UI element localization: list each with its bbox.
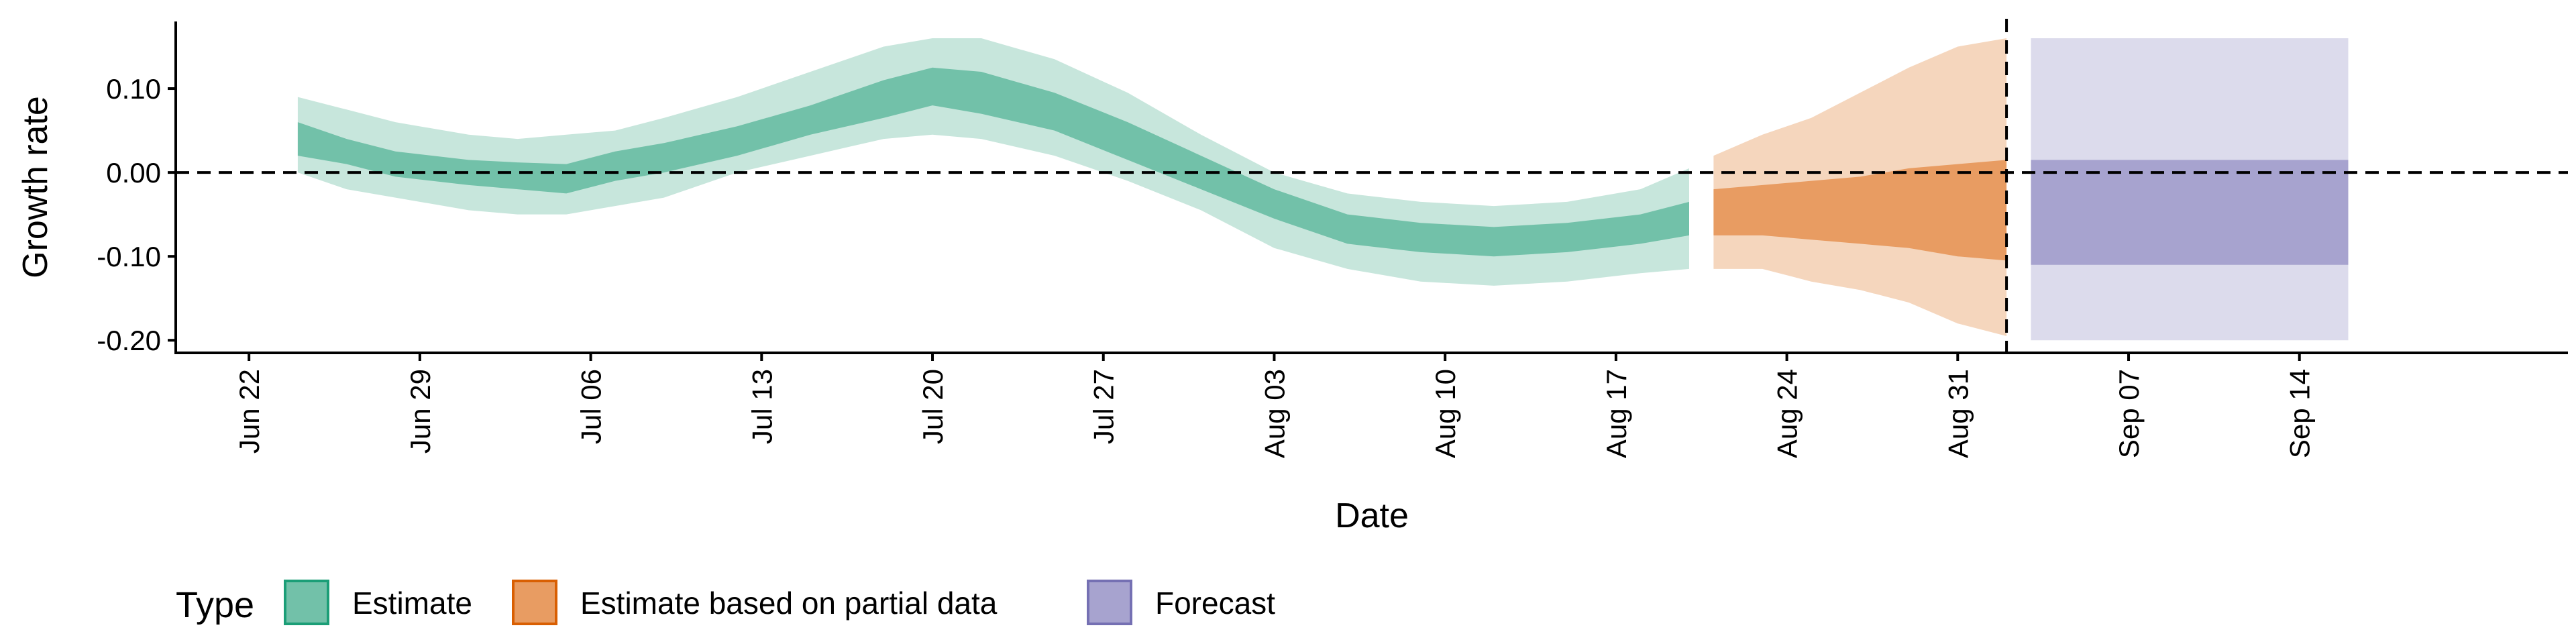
x-tick-label: Aug 03 (1258, 369, 1290, 458)
bands-layer (297, 38, 2349, 341)
y-tick-label: -0.20 (97, 325, 161, 356)
x-tick-label: Aug 17 (1601, 369, 1632, 458)
y-axis-title: Growth rate (16, 96, 55, 278)
x-tick-label: Jul 20 (917, 369, 949, 444)
estimate-50-interval-band (297, 67, 1690, 257)
legend-title: Type (176, 585, 254, 625)
legend-key-forecast (1087, 580, 1132, 625)
x-tick-label: Sep 07 (2113, 369, 2145, 458)
axes (174, 21, 2568, 354)
y-tick-label: 0.00 (106, 157, 161, 189)
x-tick-label: Jun 29 (405, 369, 436, 453)
x-tick-label: Aug 31 (1942, 369, 1974, 458)
x-tick-label: Jun 22 (233, 369, 265, 453)
forecast-50-interval-band (2031, 160, 2349, 265)
legend-key-estimate-based-on-partial-data (512, 580, 557, 625)
legend-label-forecast: Forecast (1155, 586, 1275, 621)
x-axis-title: Date (1335, 496, 1409, 535)
x-tick-label: Jul 06 (576, 369, 607, 444)
y-ticks: 0.10 0.00 -0.10 -0.20 (97, 73, 176, 356)
x-tick-label: Jul 27 (1088, 369, 1120, 444)
legend: Type Estimate Estimate based on partial d… (176, 580, 1275, 625)
y-tick-label: 0.10 (106, 73, 161, 105)
y-tick-label: -0.10 (97, 241, 161, 272)
x-ticks: Jun 22 Jun 29 Jul 06 Jul 13 Jul 20 Jul 27 Aug … (233, 353, 2316, 458)
x-tick-label: Sep 14 (2284, 369, 2316, 458)
x-tick-label: Jul 13 (746, 369, 777, 444)
reference-lines (176, 19, 2568, 353)
x-tick-label: Aug 10 (1430, 369, 1461, 458)
legend-label-estimate-based-on-partial-data: Estimate based on partial data (580, 586, 998, 621)
legend-key-estimate (284, 580, 329, 625)
x-tick-label: Aug 24 (1772, 369, 1803, 458)
estimate-based-on-partial-data-50-interval-band (1713, 160, 2007, 261)
legend-label-estimate: Estimate (352, 586, 472, 621)
